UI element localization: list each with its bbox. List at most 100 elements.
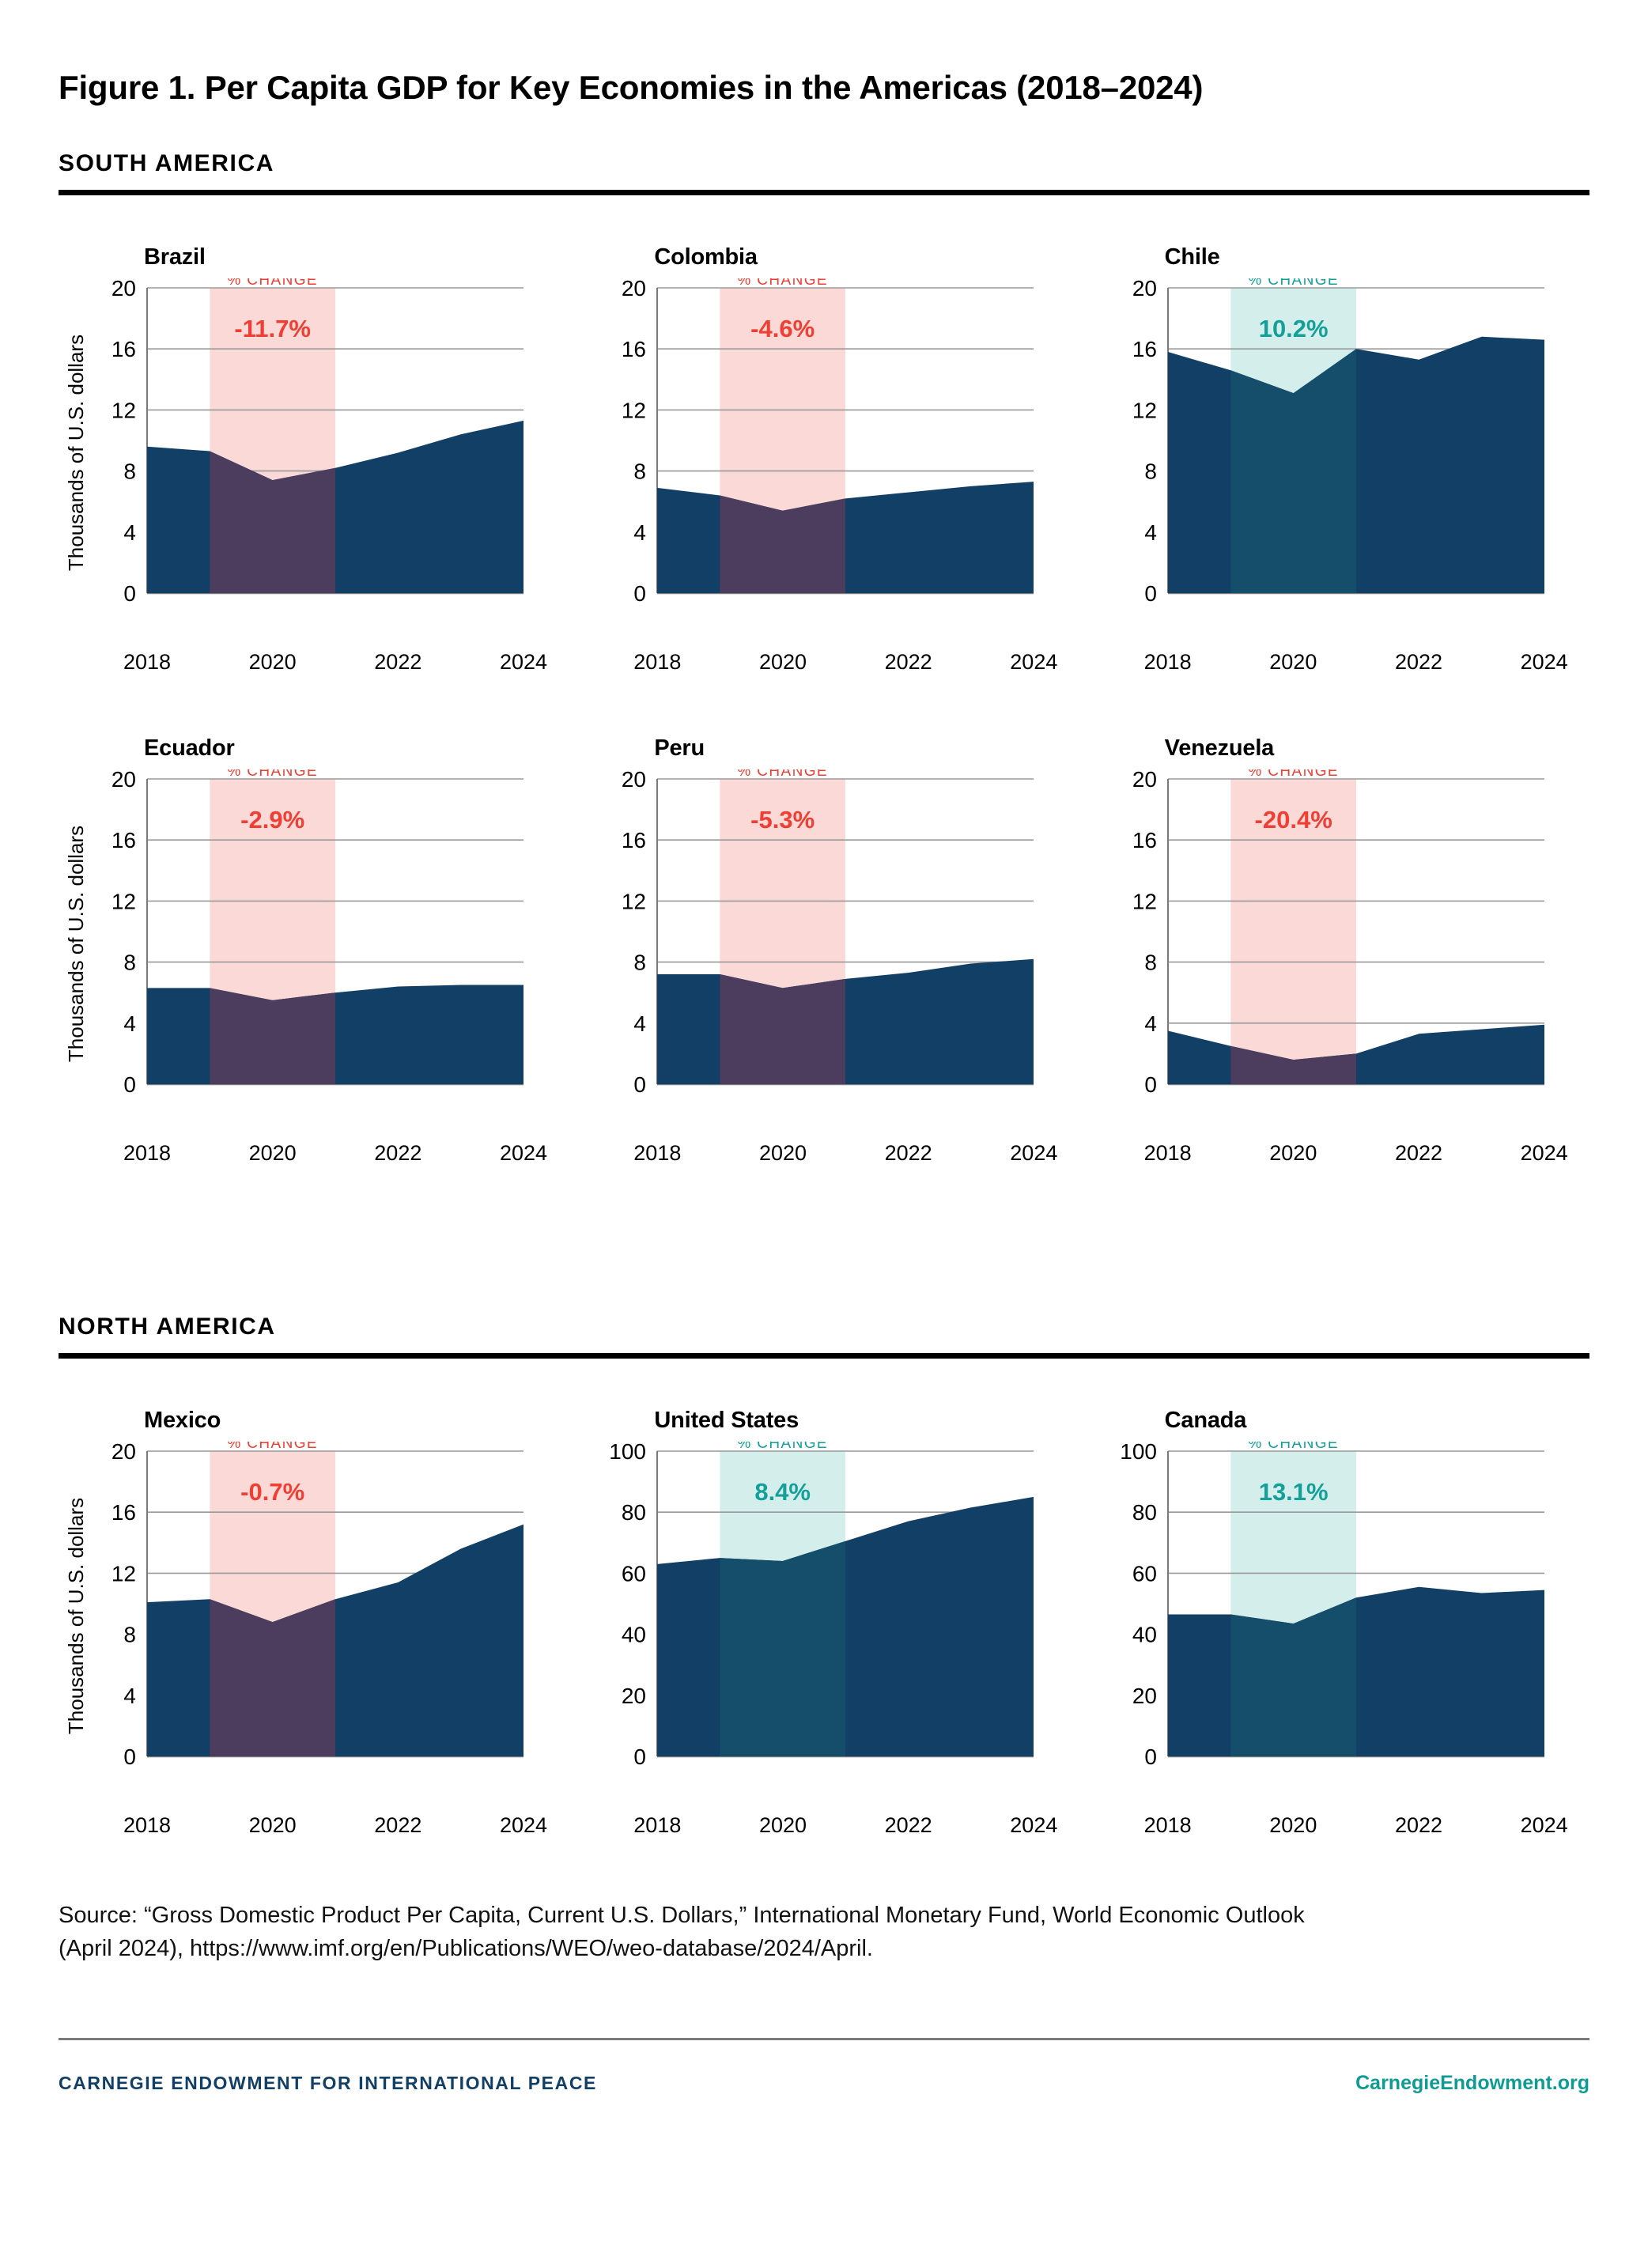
y-tick-colombia-16: 16 (622, 337, 646, 361)
y-tick-united-states-20: 20 (622, 1684, 646, 1708)
change-value-mexico: -0.7% (240, 1478, 304, 1506)
x-tick-colombia-2022: 2022 (884, 650, 932, 675)
x-tick-colombia-2020: 2020 (758, 650, 807, 675)
x-tick-venezuela-2022: 2022 (1394, 1141, 1443, 1166)
chart-peru: Peru% CHANGE -5.3% 0 4 8 12 16 20 2018 2020 2022 20… (569, 735, 1079, 1177)
change-value-venezuela: -20.4% (1254, 806, 1332, 833)
chart-title-peru: Peru (654, 735, 705, 762)
x-tick-chile-2024: 2024 (1520, 650, 1568, 675)
chart-ecuador: Ecuador Thousands of U.S. dollars % CHANGE… (59, 735, 569, 1177)
footer: CARNEGIE ENDOWMENT FOR INTERNATIONAL PEA… (59, 2072, 1589, 2095)
y-tick-peru-0: 0 (634, 1072, 647, 1097)
source-line-1: Source: “Gross Domestic Product Per Capi… (59, 1903, 1305, 1929)
footer-website[interactable]: CarnegieEndowment.org (1355, 2072, 1589, 2095)
x-tick-united-states-2022: 2022 (884, 1813, 932, 1838)
chart-title-venezuela: Venezuela (1164, 735, 1275, 762)
change-value-ecuador: -2.9% (240, 806, 304, 833)
change-legend-chile: % CHANGE (1248, 278, 1339, 289)
y-tick-mexico-20: 20 (112, 1442, 136, 1464)
y-tick-chile-16: 16 (1132, 337, 1157, 361)
y-tick-colombia-12: 12 (622, 399, 646, 423)
y-tick-ecuador-0: 0 (123, 1072, 136, 1097)
y-tick-ecuador-20: 20 (112, 769, 136, 792)
area-series-highlighted-colombia (720, 495, 846, 594)
area-series-highlighted-mexico (210, 1599, 335, 1757)
y-tick-united-states-60: 60 (622, 1562, 646, 1586)
plot-area-brazil: Thousands of U.S. dollars % CHANGE -11.7% 0… (59, 278, 569, 650)
x-tick-peru-2020: 2020 (758, 1141, 807, 1166)
y-tick-mexico-12: 12 (112, 1562, 136, 1586)
change-value-brazil: -11.7% (234, 315, 311, 342)
y-tick-canada-60: 60 (1132, 1562, 1157, 1586)
y-tick-canada-20: 20 (1132, 1684, 1157, 1708)
x-tick-mexico-2022: 2022 (374, 1813, 422, 1838)
change-legend-united-states: % CHANGE (738, 1442, 829, 1452)
area-series-highlighted-brazil (210, 451, 335, 594)
section-heading-north-america: NORTH AMERICA (59, 1314, 276, 1340)
y-tick-peru-20: 20 (622, 769, 646, 792)
change-value-peru: -5.3% (751, 806, 815, 833)
y-tick-united-states-40: 40 (622, 1623, 646, 1647)
plot-area-colombia: % CHANGE -4.6% 0 4 8 12 16 20 (569, 278, 1079, 650)
y-tick-venezuela-8: 8 (1144, 951, 1157, 975)
change-value-chile: 10.2% (1258, 315, 1328, 342)
y-tick-chile-4: 4 (1144, 520, 1157, 545)
y-tick-venezuela-0: 0 (1144, 1072, 1157, 1097)
y-tick-canada-0: 0 (1144, 1744, 1157, 1769)
y-tick-united-states-100: 100 (610, 1442, 647, 1464)
x-tick-brazil-2018: 2018 (123, 650, 172, 675)
chart-mexico: Mexico Thousands of U.S. dollars % CHANGE -… (59, 1408, 569, 1850)
area-series-highlighted-united-states (720, 1541, 846, 1757)
chart-title-united-states: United States (654, 1408, 799, 1434)
chart-colombia: Colombia% CHANGE -4.6% 0 4 8 12 16 20 2018 2020 20… (569, 244, 1079, 686)
x-axis-ecuador: 2018 2020 2022 2024 (90, 1141, 569, 1177)
x-tick-canada-2024: 2024 (1520, 1813, 1568, 1838)
x-axis-colombia: 2018 2020 2022 2024 (600, 650, 1079, 686)
change-legend-venezuela: % CHANGE (1248, 769, 1339, 780)
x-axis-brazil: 2018 2020 2022 2024 (90, 650, 569, 686)
y-axis-title-mexico: Thousands of U.S. dollars (64, 1497, 89, 1734)
x-tick-ecuador-2022: 2022 (374, 1141, 422, 1166)
chart-title-ecuador: Ecuador (144, 735, 235, 762)
section-divider-north-america (59, 1353, 1589, 1359)
x-tick-canada-2018: 2018 (1143, 1813, 1192, 1838)
x-axis-venezuela: 2018 2020 2022 2024 (1111, 1141, 1589, 1177)
y-tick-ecuador-12: 12 (112, 890, 136, 914)
y-tick-brazil-20: 20 (112, 278, 136, 301)
x-axis-chile: 2018 2020 2022 2024 (1111, 650, 1589, 686)
y-axis-title-brazil: Thousands of U.S. dollars (64, 334, 89, 571)
y-tick-canada-80: 80 (1132, 1500, 1157, 1525)
plot-area-canada: % CHANGE 13.1% 0 20 40 60 80 100 (1079, 1442, 1589, 1813)
y-tick-brazil-0: 0 (123, 581, 136, 606)
change-legend-ecuador: % CHANGE (227, 769, 318, 780)
change-legend-brazil: % CHANGE (227, 278, 318, 289)
y-tick-brazil-4: 4 (123, 520, 136, 545)
chart-row-south-2: Ecuador Thousands of U.S. dollars % CHANGE… (59, 735, 1589, 1177)
x-tick-chile-2022: 2022 (1394, 650, 1443, 675)
x-tick-canada-2022: 2022 (1394, 1813, 1443, 1838)
section-divider-south-america (59, 190, 1589, 196)
chart-united-states: United States % CHANGE 8.4% 0 20 40 60 80 100 201… (569, 1408, 1079, 1850)
area-series-highlighted-canada (1230, 1597, 1356, 1757)
x-tick-united-states-2024: 2024 (1010, 1813, 1058, 1838)
y-tick-colombia-20: 20 (622, 278, 646, 301)
y-tick-chile-0: 0 (1144, 581, 1157, 606)
y-tick-peru-16: 16 (622, 828, 646, 852)
x-axis-mexico: 2018 2020 2022 2024 (90, 1813, 569, 1850)
x-tick-mexico-2018: 2018 (123, 1813, 172, 1838)
change-legend-peru: % CHANGE (738, 769, 829, 780)
chart-svg-ecuador: % CHANGE -2.9% 0 4 8 12 16 20 (112, 769, 524, 1097)
x-tick-venezuela-2020: 2020 (1269, 1141, 1317, 1166)
change-legend-canada: % CHANGE (1248, 1442, 1339, 1452)
x-tick-ecuador-2018: 2018 (123, 1141, 172, 1166)
chart-row-south-1: Brazil Thousands of U.S. dollars % CHANGE -… (59, 244, 1589, 686)
chart-title-chile: Chile (1164, 244, 1220, 270)
x-tick-brazil-2024: 2024 (499, 650, 548, 675)
chart-svg-peru: % CHANGE -5.3% 0 4 8 12 16 20 (622, 769, 1034, 1097)
x-tick-ecuador-2020: 2020 (248, 1141, 297, 1166)
change-legend-mexico: % CHANGE (227, 1442, 318, 1452)
y-tick-colombia-0: 0 (634, 581, 647, 606)
footer-divider (59, 2038, 1589, 2041)
y-tick-venezuela-4: 4 (1144, 1011, 1157, 1036)
